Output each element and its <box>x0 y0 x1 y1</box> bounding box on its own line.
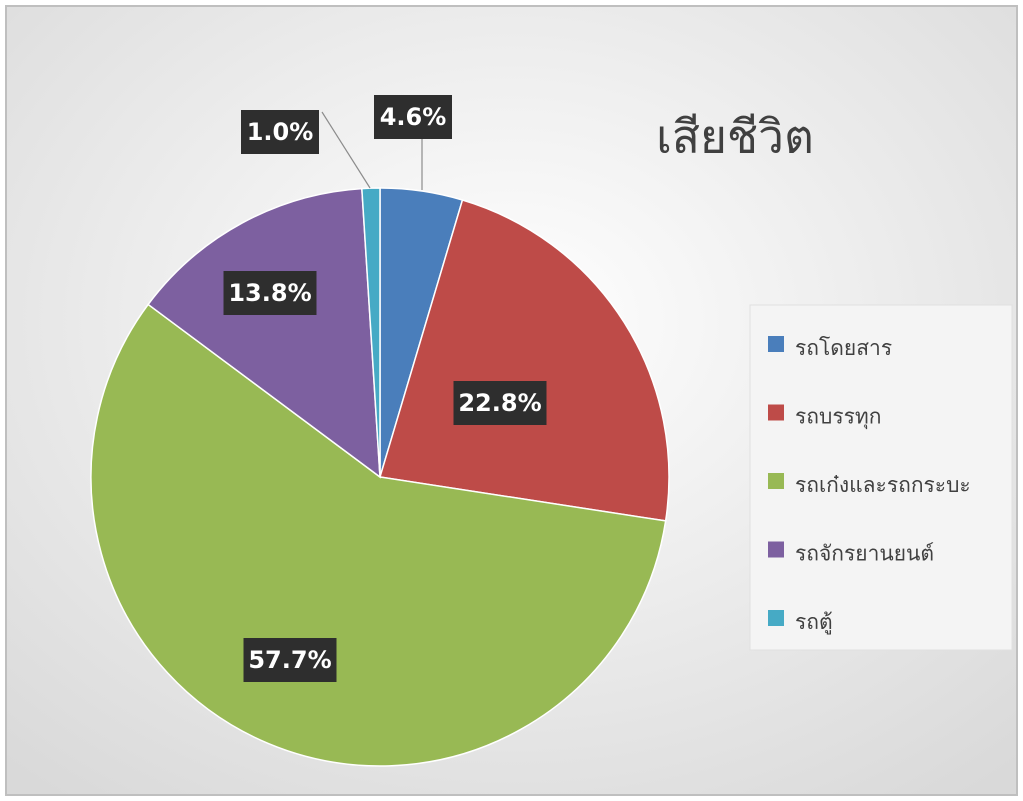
data-label: 57.7% <box>248 646 331 674</box>
legend-label: รถเก๋งและรถกระบะ <box>795 473 971 497</box>
data-label-box <box>241 110 319 154</box>
pie-slice <box>361 187 381 478</box>
leader-line <box>321 111 371 189</box>
legend <box>749 304 1013 651</box>
legend-label: รถบรรทุก <box>795 405 881 430</box>
pie-slice <box>90 303 667 767</box>
data-label: 13.8% <box>228 279 311 307</box>
data-label-box <box>223 271 317 315</box>
data-label: 22.8% <box>458 389 541 417</box>
chart-title: เสียชีวิต <box>656 110 814 164</box>
legend-swatch <box>768 336 784 352</box>
pie-slice <box>379 199 670 522</box>
legend-swatch <box>768 404 784 421</box>
legend-swatch <box>768 610 784 626</box>
legend-label: รถโดยสาร <box>795 336 892 360</box>
legend-label: รถจักรยานยนต์ <box>795 542 934 566</box>
legend-swatch <box>768 541 784 558</box>
legend-swatch <box>768 473 784 489</box>
data-label-box <box>374 95 452 139</box>
legend-label: รถตู้ <box>795 610 833 635</box>
data-label-box <box>243 638 337 682</box>
data-label: 4.6% <box>380 103 447 131</box>
data-label: 1.0% <box>247 118 314 146</box>
pie-slice <box>147 187 381 479</box>
data-label-box <box>453 381 547 425</box>
